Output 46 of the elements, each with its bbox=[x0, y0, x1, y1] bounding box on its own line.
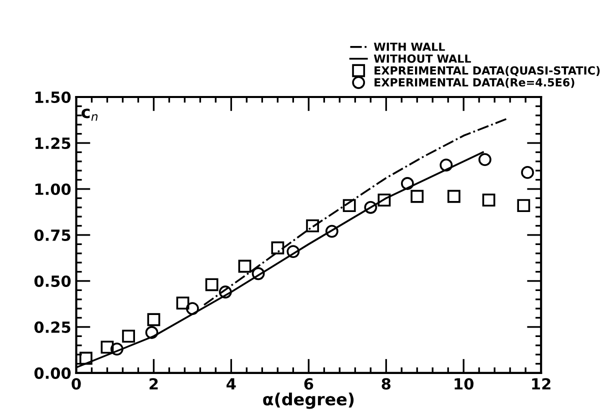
point bbox=[205, 278, 218, 292]
point bbox=[410, 190, 424, 203]
point bbox=[521, 166, 534, 179]
point bbox=[252, 267, 265, 280]
y-tick-label: 0.25 bbox=[34, 321, 70, 333]
legend-label: EXPERIMENTAL DATA(Re=4.5E6) bbox=[374, 78, 574, 88]
point bbox=[447, 190, 460, 203]
y-tick-label: 0.50 bbox=[34, 275, 71, 287]
point bbox=[482, 194, 496, 206]
point bbox=[218, 286, 232, 298]
point bbox=[325, 224, 338, 238]
point bbox=[342, 199, 356, 212]
x-tick-label: 4 bbox=[226, 378, 236, 390]
point bbox=[440, 158, 453, 172]
legend-label: WITHOUT WALL bbox=[374, 54, 471, 63]
point bbox=[79, 352, 92, 365]
x-tick-label: 6 bbox=[304, 378, 314, 390]
point bbox=[378, 194, 391, 206]
x-tick-label: 10 bbox=[454, 378, 474, 390]
x-tick-label: 12 bbox=[532, 378, 550, 390]
point bbox=[306, 219, 319, 232]
point bbox=[364, 200, 378, 214]
x-tick-label: 0 bbox=[72, 378, 81, 390]
point bbox=[238, 260, 252, 273]
x-axis-title: α(degree) bbox=[263, 392, 354, 409]
y-tick-label: 1.50 bbox=[35, 91, 71, 104]
x-tick-label: 8 bbox=[382, 378, 390, 390]
point bbox=[271, 241, 284, 254]
legend-label: WITH WALL bbox=[374, 42, 445, 51]
point bbox=[100, 340, 114, 354]
point bbox=[122, 330, 136, 343]
point bbox=[286, 245, 300, 258]
legend-label: EXPREIMENTAL DATA(QUASI-STATIC) bbox=[374, 66, 600, 76]
x-tick-label: 2 bbox=[150, 378, 158, 390]
point bbox=[400, 177, 414, 190]
point bbox=[176, 296, 190, 310]
point bbox=[478, 153, 492, 166]
y-tick-label: 1.00 bbox=[35, 183, 71, 196]
y-tick-label: 1.25 bbox=[35, 137, 70, 150]
point bbox=[517, 199, 530, 212]
point bbox=[145, 326, 158, 339]
y-axis-title: c$_{n}$ bbox=[82, 108, 98, 121]
y-tick-label: 0.00 bbox=[34, 367, 71, 379]
point bbox=[110, 342, 124, 356]
y-tick-label: 0.75 bbox=[34, 229, 70, 242]
point bbox=[147, 313, 160, 326]
